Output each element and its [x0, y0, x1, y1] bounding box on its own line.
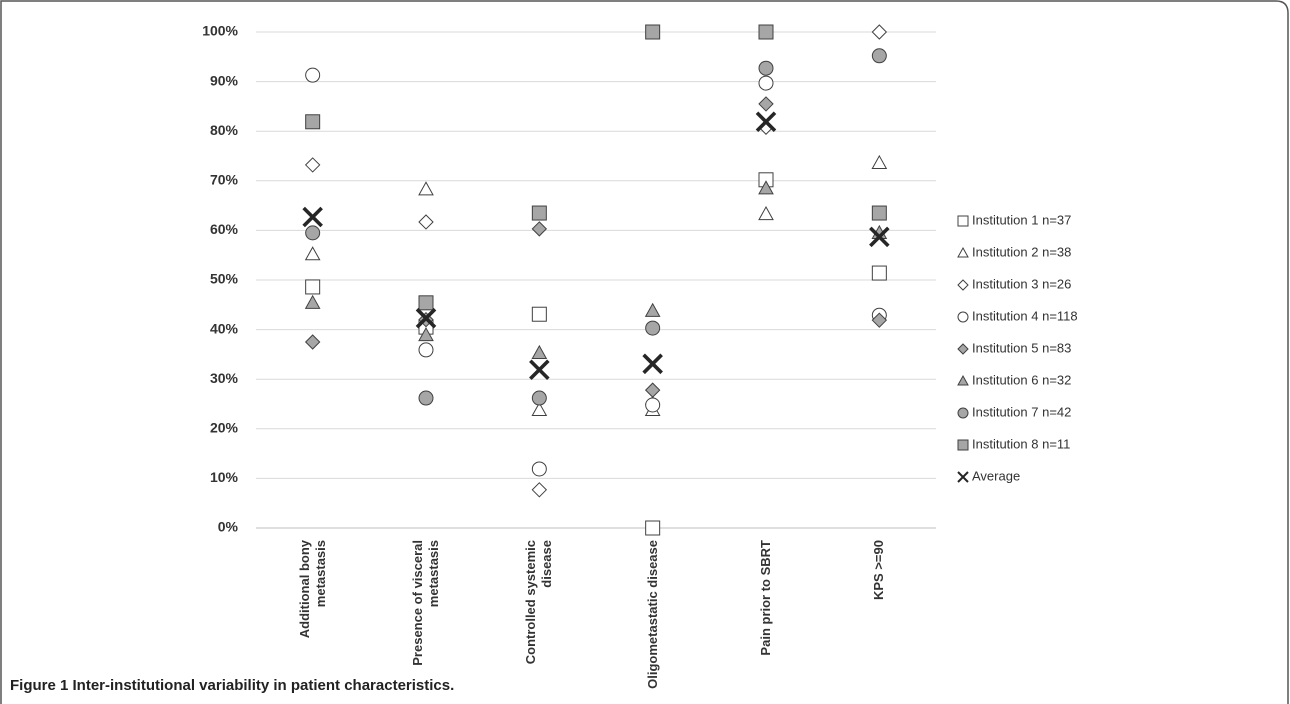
- marker-diamond: [871, 312, 888, 328]
- y-tick-label: 20%: [210, 420, 239, 436]
- marker-square: [871, 265, 887, 281]
- marker-triangle: [418, 327, 434, 342]
- marker-circle: [758, 75, 774, 91]
- marker-triangle: [871, 154, 888, 170]
- marker-square: [758, 24, 774, 40]
- marker-x: [755, 111, 777, 133]
- marker-circle: [645, 320, 661, 336]
- marker-diamond: [957, 279, 969, 291]
- marker-circle: [758, 60, 774, 76]
- marker-triangle: [644, 302, 661, 317]
- marker-diamond: [758, 96, 774, 112]
- marker-diamond: [304, 334, 321, 350]
- x-tick-label: Controlled systemic disease: [523, 540, 555, 665]
- marker-triangle: [957, 246, 969, 258]
- marker-x: [415, 307, 437, 329]
- marker-triangle: [758, 180, 774, 195]
- marker-square: [531, 205, 547, 221]
- x-tick-label: KPS >=90: [871, 540, 887, 600]
- marker-square: [645, 24, 661, 40]
- y-tick-label: 100%: [202, 23, 238, 39]
- legend-label: Average: [972, 468, 1020, 483]
- marker-circle: [957, 407, 969, 419]
- marker-circle: [871, 48, 887, 64]
- marker-square: [305, 279, 321, 295]
- marker-circle: [531, 390, 547, 406]
- marker-diamond: [418, 214, 434, 230]
- marker-triangle: [531, 344, 548, 360]
- marker-square: [418, 295, 434, 311]
- y-tick-label: 30%: [210, 370, 239, 386]
- marker-square: [531, 306, 547, 322]
- y-tick-label: 50%: [210, 271, 239, 287]
- marker-x: [302, 206, 323, 228]
- y-tick-label: 40%: [210, 320, 239, 336]
- y-tick-label: 80%: [210, 122, 239, 138]
- y-tick-label: 70%: [210, 172, 239, 188]
- marker-circle: [305, 225, 321, 241]
- legend-label: Institution 7 n=42: [972, 404, 1071, 419]
- marker-square: [871, 205, 887, 221]
- marker-diamond: [531, 221, 548, 237]
- marker-diamond: [304, 157, 321, 173]
- marker-triangle: [304, 246, 321, 261]
- x-tick-label: Additional bony metastasis: [296, 540, 328, 639]
- legend-label: Institution 5 n=83: [972, 340, 1071, 355]
- legend-label: Institution 3 n=26: [972, 276, 1071, 291]
- marker-triangle: [758, 206, 774, 221]
- marker-x: [642, 353, 663, 375]
- marker-circle: [957, 311, 969, 323]
- marker-circle: [645, 397, 661, 413]
- x-tick-label: Oligometastatic disease: [644, 540, 660, 689]
- marker-diamond: [957, 343, 969, 355]
- marker-square: [305, 114, 321, 130]
- marker-x: [529, 359, 550, 381]
- marker-x: [957, 471, 969, 483]
- marker-diamond: [644, 382, 661, 398]
- marker-diamond: [871, 24, 888, 40]
- legend-label: Institution 2 n=38: [972, 244, 1071, 259]
- marker-square: [957, 439, 969, 451]
- marker-triangle: [531, 401, 548, 417]
- marker-circle: [418, 342, 434, 358]
- marker-circle: [418, 390, 434, 406]
- y-tick-label: 0%: [218, 519, 239, 535]
- y-tick-label: 60%: [210, 221, 239, 237]
- marker-circle: [305, 67, 321, 83]
- x-tick-label: Pain prior to SBRT: [758, 540, 773, 656]
- marker-triangle: [418, 181, 434, 196]
- marker-diamond: [531, 482, 548, 498]
- marker-triangle: [957, 374, 969, 386]
- marker-square: [645, 520, 661, 536]
- legend-label: Institution 8 n=11: [972, 436, 1070, 451]
- y-tick-label: 90%: [210, 72, 239, 88]
- legend-label: Institution 1 n=37: [972, 212, 1071, 227]
- marker-square: [957, 215, 969, 227]
- marker-x: [869, 226, 890, 248]
- legend-label: Institution 6 n=32: [972, 372, 1071, 387]
- marker-circle: [531, 461, 547, 477]
- x-tick-label: Presence of visceral metastasis: [410, 540, 441, 666]
- y-tick-label: 10%: [210, 469, 239, 485]
- marker-triangle: [304, 294, 321, 309]
- caption: Figure 1 Inter-institutional variability…: [10, 677, 454, 694]
- legend-label: Institution 4 n=118: [972, 308, 1078, 323]
